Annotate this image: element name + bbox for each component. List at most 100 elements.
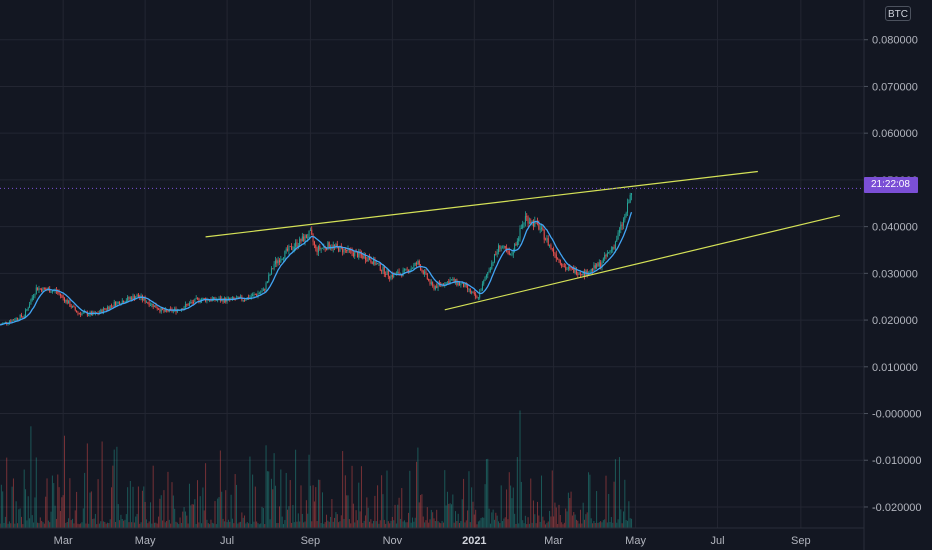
candle-body xyxy=(522,224,524,229)
volume-bar xyxy=(377,485,379,528)
volume-bar xyxy=(183,507,185,528)
volume-bar xyxy=(414,517,416,528)
volume-bar xyxy=(579,509,581,528)
volume-bar xyxy=(393,520,395,528)
time-tick-label: Sep xyxy=(301,535,321,547)
candle-body xyxy=(496,252,498,255)
volume-bar xyxy=(491,512,493,528)
volume-bar xyxy=(485,459,487,528)
volume-bar xyxy=(234,474,236,528)
volume-bar xyxy=(526,524,528,528)
candle-body xyxy=(557,258,559,260)
candle-body xyxy=(195,297,197,299)
volume-bar xyxy=(455,511,457,528)
volume-bar xyxy=(207,523,209,528)
candle-body xyxy=(321,247,323,249)
volume-bar xyxy=(420,494,422,528)
volume-bar xyxy=(446,491,448,528)
candle-body xyxy=(410,268,412,271)
candle-body xyxy=(596,263,598,269)
volume-bar xyxy=(111,487,113,528)
volume-bar xyxy=(187,523,189,528)
volume-bar xyxy=(230,494,232,528)
volume-bar xyxy=(97,479,99,528)
volume-bar xyxy=(219,450,221,528)
volume-bar xyxy=(582,502,584,528)
candle-body xyxy=(300,238,302,242)
candle-body xyxy=(565,266,567,270)
trendlines[interactable] xyxy=(205,170,840,311)
volume-bar xyxy=(378,523,380,528)
volume-bar xyxy=(34,497,36,528)
volume-bar xyxy=(143,486,145,528)
volume-bar xyxy=(479,520,481,528)
volume-bar xyxy=(597,522,599,528)
volume-bar xyxy=(257,523,259,528)
volume-bar xyxy=(528,523,530,528)
candle-body xyxy=(608,252,610,254)
candle-body xyxy=(311,229,313,235)
candle-body xyxy=(65,299,67,302)
candle-body xyxy=(581,273,583,276)
volume-bar xyxy=(80,523,82,528)
candle-body xyxy=(143,297,145,300)
candle-body xyxy=(551,248,553,250)
candle-body xyxy=(102,308,104,313)
volume-bar xyxy=(315,487,317,528)
volume-bar xyxy=(229,521,231,528)
candle-body xyxy=(413,264,415,268)
volume-bar xyxy=(473,514,475,528)
volume-bar xyxy=(459,523,461,528)
candle-body xyxy=(256,294,258,296)
candle-body xyxy=(82,312,84,314)
candle-body xyxy=(532,220,534,227)
candle-body xyxy=(250,296,252,298)
candle-body xyxy=(387,270,389,277)
candle-body xyxy=(621,224,623,226)
candle-body xyxy=(382,266,384,271)
candle-body xyxy=(498,245,500,253)
volume-bar xyxy=(441,520,443,528)
volume-bar xyxy=(401,488,403,528)
volume-bar xyxy=(475,509,477,528)
candle-body xyxy=(495,254,497,255)
volume-bar xyxy=(442,522,444,528)
candle-body xyxy=(25,310,27,317)
volume-bar xyxy=(116,446,118,528)
volume-bar xyxy=(164,522,166,528)
candle-body xyxy=(347,248,349,252)
candle-body xyxy=(203,297,205,299)
time-tick-label: Jul xyxy=(711,535,725,547)
volume-bar xyxy=(293,522,295,528)
candle-body xyxy=(315,244,317,249)
volume-bar xyxy=(422,516,424,528)
candle-body xyxy=(356,251,358,258)
volume-bar xyxy=(102,521,104,528)
candle-body xyxy=(29,304,31,308)
candle-body xyxy=(473,292,475,295)
volume-bar xyxy=(85,523,87,528)
candle-body xyxy=(457,282,459,285)
candle-body xyxy=(391,274,393,278)
time-tick-label: May xyxy=(625,535,646,547)
volume-bar xyxy=(614,459,616,528)
candle-body xyxy=(274,260,276,265)
candle-body xyxy=(42,287,44,292)
volume-bar xyxy=(214,501,216,528)
candle-body xyxy=(108,307,110,310)
currency-badge[interactable]: BTC xyxy=(885,6,911,21)
time-axis[interactable]: Mar May Jul Sep Nov 2021 Mar May Jul Sep xyxy=(54,535,811,547)
volume-bar xyxy=(63,435,65,528)
volume-bar xyxy=(590,518,592,528)
candle-body xyxy=(441,283,443,286)
candle-body xyxy=(374,258,376,265)
volume-bar xyxy=(594,522,596,528)
candle-body xyxy=(170,308,172,310)
candle-body xyxy=(445,282,447,286)
candle-body xyxy=(278,260,280,263)
candle-body xyxy=(127,297,129,301)
candle-body xyxy=(546,238,548,240)
volume-bar xyxy=(158,516,160,528)
volume-bar xyxy=(287,509,289,528)
